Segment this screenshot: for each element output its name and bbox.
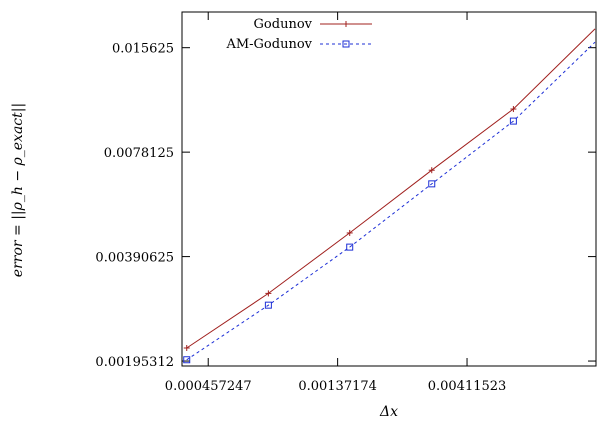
axis-ticks: 0.000457247 0.00137174 0.00411523 0.0019531… bbox=[95, 12, 596, 394]
y-tick-label: 0.00390625 bbox=[95, 251, 174, 266]
data-point-marker bbox=[509, 117, 517, 125]
y-axis-title: error = ||ρ_h − ρ_exact|| bbox=[10, 103, 26, 277]
data-point-marker bbox=[264, 301, 272, 309]
series-layer bbox=[183, 28, 596, 364]
data-point-marker bbox=[342, 40, 350, 48]
series-godunov bbox=[183, 28, 596, 351]
data-point-marker bbox=[346, 243, 354, 251]
legend-label: Godunov bbox=[254, 17, 313, 32]
series-am-godunov bbox=[183, 41, 596, 364]
x-axis-title: Δx bbox=[379, 404, 398, 420]
legend: Godunov AM-Godunov bbox=[225, 17, 372, 52]
series-line bbox=[186, 28, 596, 349]
plot-frame bbox=[181, 11, 597, 367]
data-point-marker bbox=[428, 180, 436, 188]
legend-label: AM-Godunov bbox=[225, 37, 312, 52]
x-tick-label: 0.00137174 bbox=[298, 379, 377, 394]
x-tick-label: 0.000457247 bbox=[165, 379, 252, 394]
y-tick-label: 0.0078125 bbox=[104, 146, 174, 161]
y-tick-label: 0.015625 bbox=[112, 42, 174, 57]
x-tick-label: 0.00411523 bbox=[428, 379, 507, 394]
data-point-marker bbox=[183, 356, 191, 364]
y-tick-label: 0.00195312 bbox=[95, 355, 174, 370]
